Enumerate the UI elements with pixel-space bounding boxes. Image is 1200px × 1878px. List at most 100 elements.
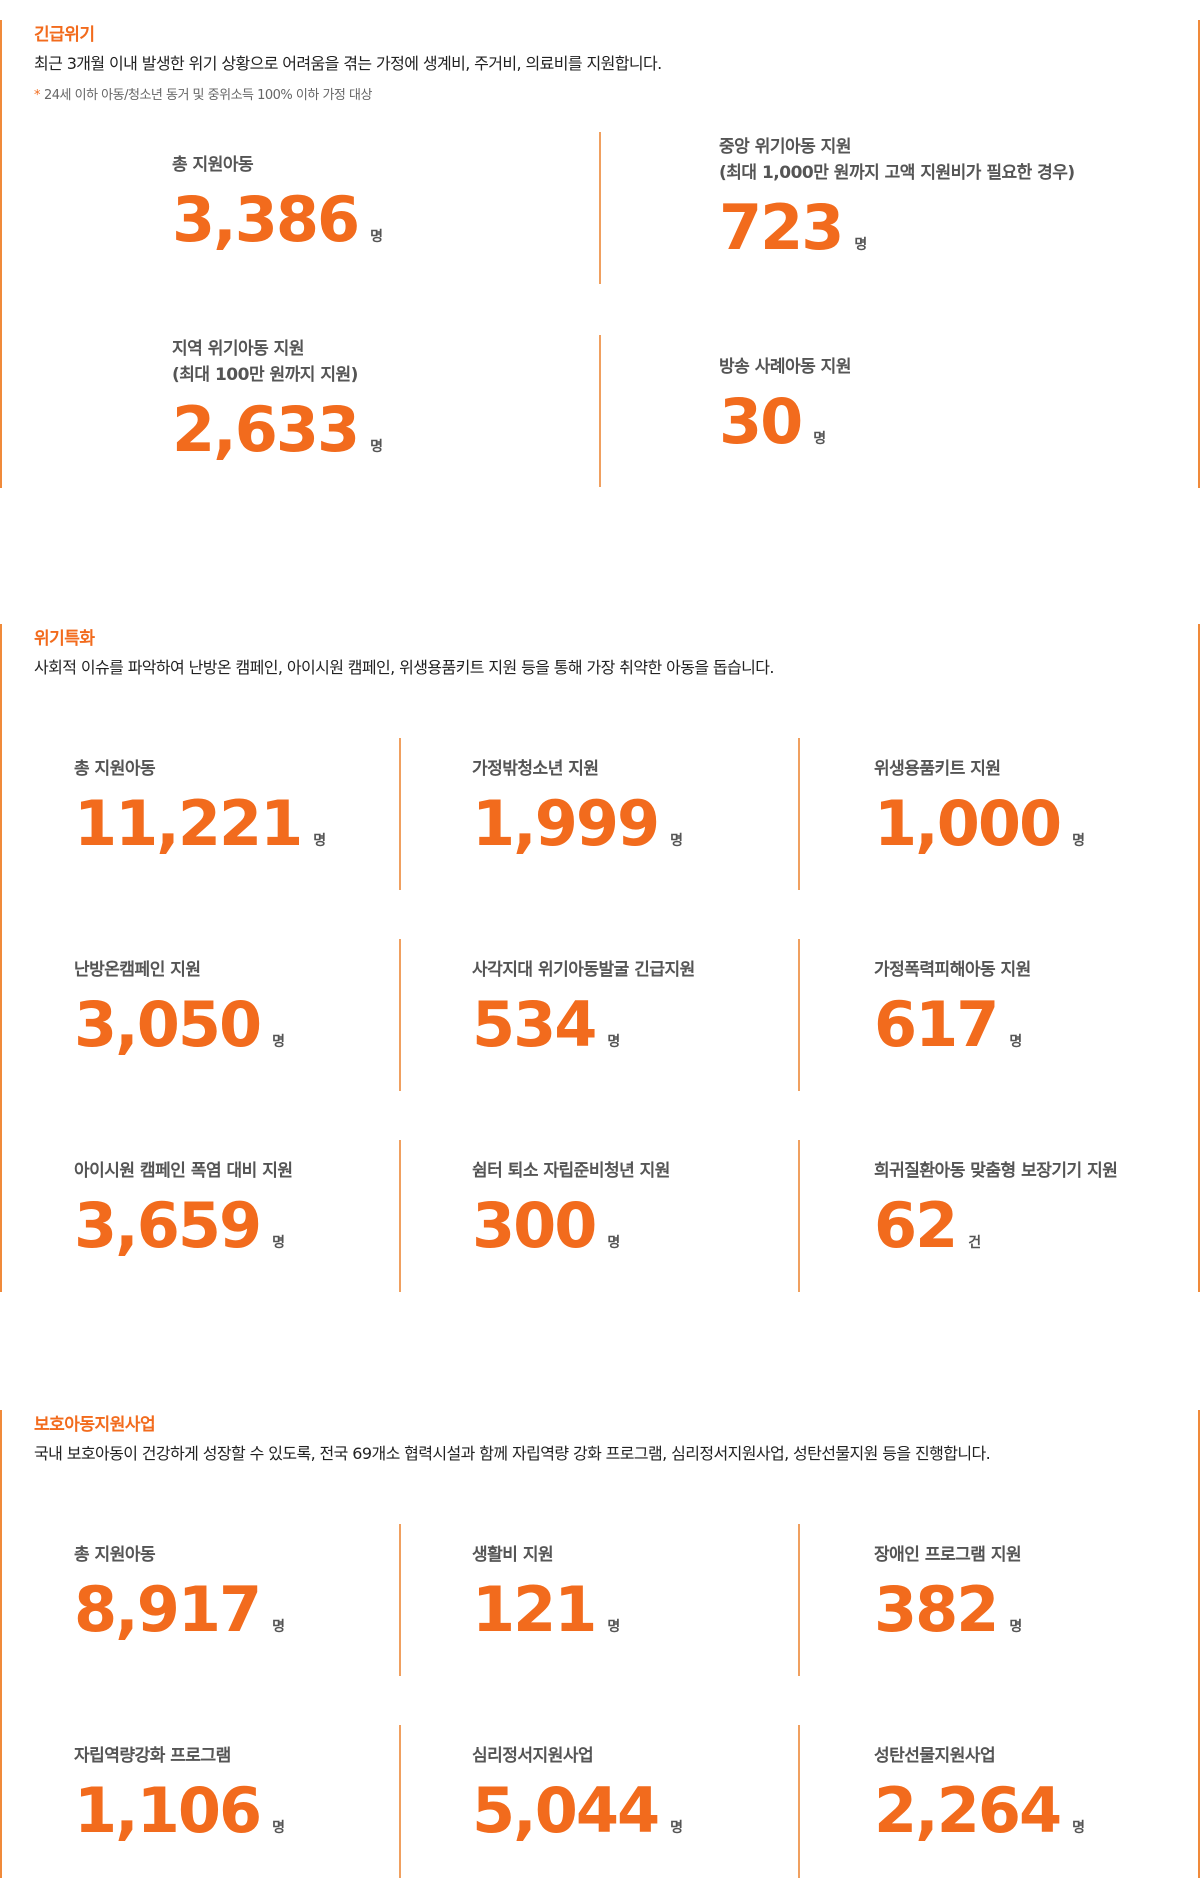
section-border-right <box>1198 624 1200 1292</box>
stat-unit: 명 <box>607 1619 621 1635</box>
column-divider <box>399 1524 401 1676</box>
stat-cooling-campaign: 아이시원 캠페인 폭염 대비 지원 3,659 명 <box>74 1158 293 1258</box>
section-title: 긴급위기 <box>34 25 95 45</box>
stat-unit: 명 <box>272 1619 286 1635</box>
section-note: * 24세 이하 아동/청소년 동거 및 중위소득 100% 이하 가정 대상 <box>34 84 372 103</box>
stat-label: 쉼터 퇴소 자립준비청년 지원 <box>472 1161 670 1181</box>
stat-value: 300 <box>472 1189 597 1262</box>
section-title: 보호아동지원사업 <box>34 1415 156 1435</box>
stat-label: 심리정서지원사업 <box>472 1746 594 1766</box>
note-text: 24세 이하 아동/청소년 동거 및 중위소득 100% 이하 가정 대상 <box>44 88 372 103</box>
stat-label: 사각지대 위기아동발굴 긴급지원 <box>472 960 695 980</box>
stat-christmas-gift: 성탄선물지원사업 2,264 명 <box>874 1743 1085 1843</box>
stat-independence-program: 자립역량강화 프로그램 1,106 명 <box>74 1743 285 1843</box>
stat-value: 121 <box>472 1573 597 1646</box>
column-divider <box>599 132 601 284</box>
stat-rare-disease-devices: 희귀질환아동 맞춤형 보장기기 지원 62 건 <box>874 1158 1118 1262</box>
stat-unit: 명 <box>272 1820 286 1836</box>
stat-label: 총 지원아동 <box>74 1545 156 1565</box>
stat-blind-spot-emergency: 사각지대 위기아동발굴 긴급지원 534 명 <box>472 957 695 1057</box>
section-border-left <box>0 20 2 488</box>
stat-shelter-leaving-youth: 쉼터 퇴소 자립준비청년 지원 300 명 <box>472 1158 670 1258</box>
column-divider <box>798 1524 800 1676</box>
stat-value: 2,264 <box>874 1774 1062 1847</box>
stat-unit: 명 <box>813 431 827 447</box>
stat-unit: 명 <box>670 833 684 849</box>
column-divider <box>399 1140 401 1292</box>
stat-value: 62 <box>874 1189 958 1262</box>
stat-psychological-support: 심리정서지원사업 5,044 명 <box>472 1743 683 1843</box>
stat-value: 382 <box>874 1573 999 1646</box>
stat-label: 총 지원아동 <box>74 759 156 779</box>
stat-unit: 명 <box>370 439 384 455</box>
column-divider <box>798 1725 800 1878</box>
stat-value: 3,050 <box>74 988 262 1061</box>
stat-unit: 명 <box>1009 1034 1023 1050</box>
stat-label: 총 지원아동 <box>172 155 254 175</box>
section-protected-children: 보호아동지원사업 국내 보호아동이 건강하게 성장할 수 있도록, 전국 69개… <box>0 1410 1200 1878</box>
stat-unit: 명 <box>272 1034 286 1050</box>
stat-value: 617 <box>874 988 999 1061</box>
stat-unit: 명 <box>370 229 384 245</box>
stat-unit: 명 <box>607 1034 621 1050</box>
stat-value: 1,000 <box>874 787 1062 860</box>
stat-hygiene-kit: 위생용품키트 지원 1,000 명 <box>874 756 1085 856</box>
column-divider <box>798 939 800 1091</box>
stat-disability-program: 장애인 프로그램 지원 382 명 <box>874 1542 1022 1642</box>
stat-unit: 명 <box>313 833 327 849</box>
stat-regional-crisis: 지역 위기아동 지원 (최대 100만 원까지 지원) 2,633 명 <box>172 336 383 462</box>
stat-living-expenses: 생활비 지원 121 명 <box>472 1542 620 1642</box>
section-crisis-specialized: 위기특화 사회적 이슈를 파악하여 난방온 캠페인, 아이시원 캠페인, 위생용… <box>0 624 1200 1292</box>
column-divider <box>399 1725 401 1878</box>
stat-label: 자립역량강화 프로그램 <box>74 1746 231 1766</box>
stat-value: 3,386 <box>172 183 360 256</box>
section-description: 국내 보호아동이 건강하게 성장할 수 있도록, 전국 69개소 협력시설과 함… <box>34 1444 991 1463</box>
stat-unit: 명 <box>670 1820 684 1836</box>
stat-label: 아이시원 캠페인 폭염 대비 지원 <box>74 1161 293 1181</box>
stat-label: 성탄선물지원사업 <box>874 1746 996 1766</box>
stat-total-children: 총 지원아동 3,386 명 <box>172 152 383 252</box>
stat-value: 723 <box>719 191 844 264</box>
stat-domestic-violence: 가정폭력피해아동 지원 617 명 <box>874 957 1031 1057</box>
column-divider <box>798 738 800 890</box>
column-divider <box>399 738 401 890</box>
stat-value: 5,044 <box>472 1774 660 1847</box>
stat-unit: 명 <box>607 1235 621 1251</box>
section-border-left <box>0 624 2 1292</box>
stat-value: 3,659 <box>74 1189 262 1262</box>
stat-value: 1,106 <box>74 1774 262 1847</box>
stat-value: 2,633 <box>172 393 360 466</box>
section-border-left <box>0 1410 2 1878</box>
column-divider <box>798 1140 800 1292</box>
stat-out-of-home-youth: 가정밖청소년 지원 1,999 명 <box>472 756 683 856</box>
section-description: 최근 3개월 이내 발생한 위기 상황으로 어려움을 겪는 가정에 생계비, 주… <box>34 54 662 73</box>
stat-label: 중앙 위기아동 지원 (최대 1,000만 원까지 고액 지원비가 필요한 경우… <box>719 137 1075 183</box>
stat-total-children: 총 지원아동 11,221 명 <box>74 756 326 856</box>
stat-value: 534 <box>472 988 597 1061</box>
stat-label: 난방온캠페인 지원 <box>74 960 201 980</box>
section-border-right <box>1198 20 1200 488</box>
column-divider <box>399 939 401 1091</box>
stat-unit: 명 <box>1072 833 1086 849</box>
stat-value: 8,917 <box>74 1573 262 1646</box>
stat-unit: 명 <box>854 237 868 253</box>
section-title: 위기특화 <box>34 629 95 649</box>
stat-heating-campaign: 난방온캠페인 지원 3,050 명 <box>74 957 285 1057</box>
stat-unit: 건 <box>968 1235 982 1251</box>
stat-label: 위생용품키트 지원 <box>874 759 1001 779</box>
stat-label: 희귀질환아동 맞춤형 보장기기 지원 <box>874 1161 1118 1181</box>
stat-unit: 명 <box>1072 1820 1086 1836</box>
stat-broadcast-case: 방송 사례아동 지원 30 명 <box>719 354 851 454</box>
note-asterisk: * <box>34 88 41 103</box>
stat-label: 지역 위기아동 지원 (최대 100만 원까지 지원) <box>172 339 358 385</box>
stat-unit: 명 <box>1009 1619 1023 1635</box>
stat-label: 장애인 프로그램 지원 <box>874 1545 1022 1565</box>
stat-value: 11,221 <box>74 787 303 860</box>
stat-value: 30 <box>719 385 803 458</box>
stat-value: 1,999 <box>472 787 660 860</box>
section-description: 사회적 이슈를 파악하여 난방온 캠페인, 아이시원 캠페인, 위생용품키트 지… <box>34 658 775 677</box>
stat-central-crisis: 중앙 위기아동 지원 (최대 1,000만 원까지 고액 지원비가 필요한 경우… <box>719 134 1075 260</box>
section-border-right <box>1198 1410 1200 1878</box>
section-emergency-crisis: 긴급위기 최근 3개월 이내 발생한 위기 상황으로 어려움을 겪는 가정에 생… <box>0 20 1200 488</box>
stat-unit: 명 <box>272 1235 286 1251</box>
